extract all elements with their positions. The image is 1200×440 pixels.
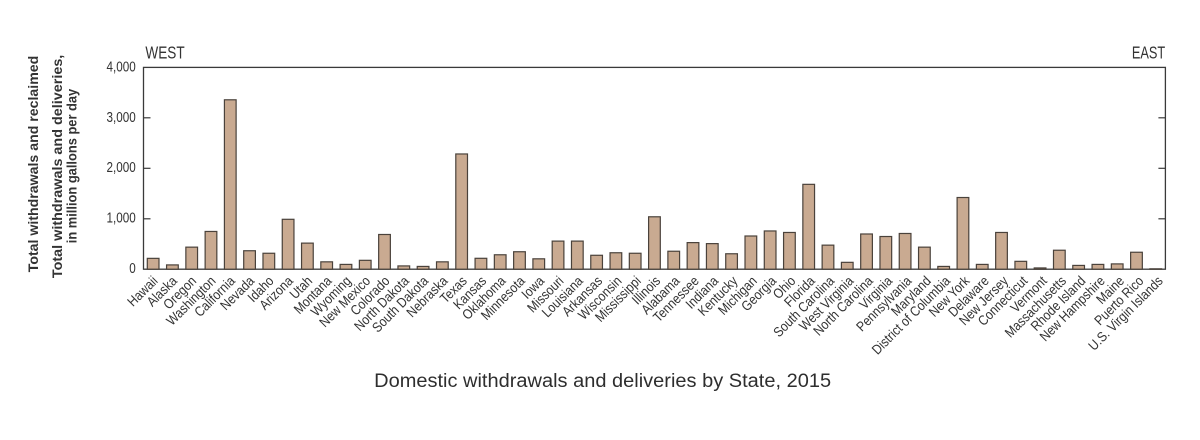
- svg-text:Total withdrawals and reclaime: Total withdrawals and reclaimed: [25, 56, 41, 272]
- svg-text:in million gallons per day: in million gallons per day: [64, 88, 80, 243]
- svg-text:Domestic withdrawals and deliv: Domestic withdrawals and deliveries by S…: [374, 370, 831, 392]
- svg-text:WEST: WEST: [145, 44, 185, 63]
- svg-text:4,000: 4,000: [107, 58, 136, 75]
- svg-text:2,000: 2,000: [107, 159, 136, 176]
- svg-text:3,000: 3,000: [107, 108, 136, 125]
- svg-text:1,000: 1,000: [107, 209, 136, 226]
- svg-text:0: 0: [129, 260, 136, 277]
- svg-text:EAST: EAST: [1132, 44, 1166, 63]
